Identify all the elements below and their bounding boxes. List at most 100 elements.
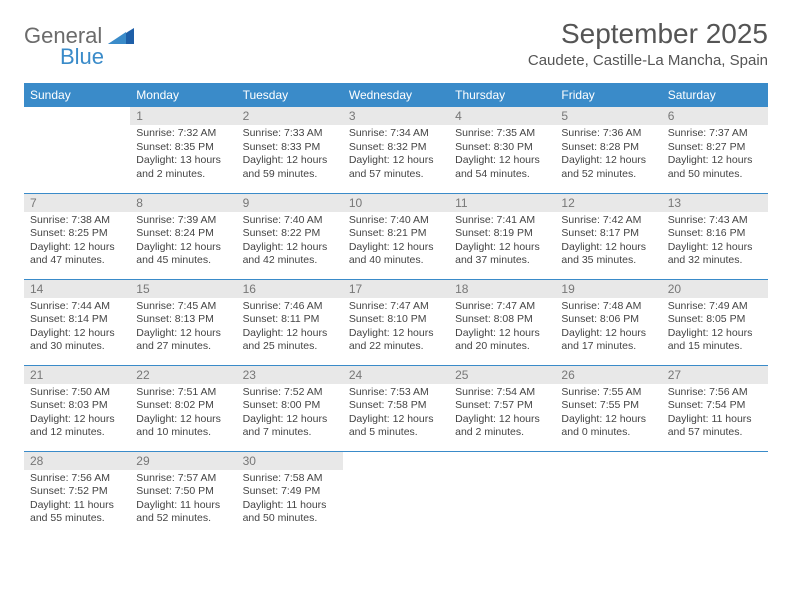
day-body: Sunrise: 7:55 AMSunset: 7:55 PMDaylight:… bbox=[555, 384, 661, 443]
day-number: 7 bbox=[24, 194, 130, 212]
sunrise-text: Sunrise: 7:51 AM bbox=[136, 386, 230, 400]
day-body: Sunrise: 7:36 AMSunset: 8:28 PMDaylight:… bbox=[555, 125, 661, 184]
sunset-text: Sunset: 8:13 PM bbox=[136, 313, 230, 327]
day-number: 22 bbox=[130, 366, 236, 384]
sunrise-text: Sunrise: 7:43 AM bbox=[668, 214, 762, 228]
daylight-text: Daylight: 12 hours and 47 minutes. bbox=[30, 241, 124, 268]
day-number: 21 bbox=[24, 366, 130, 384]
calendar-row: 21Sunrise: 7:50 AMSunset: 8:03 PMDayligh… bbox=[24, 365, 768, 451]
sunset-text: Sunset: 8:17 PM bbox=[561, 227, 655, 241]
sunrise-text: Sunrise: 7:45 AM bbox=[136, 300, 230, 314]
daylight-text: Daylight: 12 hours and 22 minutes. bbox=[349, 327, 443, 354]
daylight-text: Daylight: 12 hours and 32 minutes. bbox=[668, 241, 762, 268]
day-number: 14 bbox=[24, 280, 130, 298]
weekday-header: Saturday bbox=[662, 83, 768, 107]
day-number: 28 bbox=[24, 452, 130, 470]
calendar-cell: 9Sunrise: 7:40 AMSunset: 8:22 PMDaylight… bbox=[237, 193, 343, 279]
day-number: 9 bbox=[237, 194, 343, 212]
daylight-text: Daylight: 12 hours and 7 minutes. bbox=[243, 413, 337, 440]
calendar-row: 28Sunrise: 7:56 AMSunset: 7:52 PMDayligh… bbox=[24, 451, 768, 537]
day-body: Sunrise: 7:37 AMSunset: 8:27 PMDaylight:… bbox=[662, 125, 768, 184]
sunrise-text: Sunrise: 7:38 AM bbox=[30, 214, 124, 228]
day-body: Sunrise: 7:40 AMSunset: 8:21 PMDaylight:… bbox=[343, 212, 449, 271]
day-body: Sunrise: 7:42 AMSunset: 8:17 PMDaylight:… bbox=[555, 212, 661, 271]
day-body: Sunrise: 7:33 AMSunset: 8:33 PMDaylight:… bbox=[237, 125, 343, 184]
calendar-cell: 27Sunrise: 7:56 AMSunset: 7:54 PMDayligh… bbox=[662, 365, 768, 451]
sunset-text: Sunset: 8:03 PM bbox=[30, 399, 124, 413]
daylight-text: Daylight: 12 hours and 0 minutes. bbox=[561, 413, 655, 440]
daylight-text: Daylight: 12 hours and 25 minutes. bbox=[243, 327, 337, 354]
calendar-cell-empty bbox=[555, 451, 661, 537]
daylight-text: Daylight: 12 hours and 37 minutes. bbox=[455, 241, 549, 268]
day-number: 27 bbox=[662, 366, 768, 384]
sunrise-text: Sunrise: 7:46 AM bbox=[243, 300, 337, 314]
sunset-text: Sunset: 8:08 PM bbox=[455, 313, 549, 327]
calendar-cell: 3Sunrise: 7:34 AMSunset: 8:32 PMDaylight… bbox=[343, 107, 449, 193]
day-body: Sunrise: 7:58 AMSunset: 7:49 PMDaylight:… bbox=[237, 470, 343, 529]
sunrise-text: Sunrise: 7:54 AM bbox=[455, 386, 549, 400]
day-number: 12 bbox=[555, 194, 661, 212]
day-body: Sunrise: 7:38 AMSunset: 8:25 PMDaylight:… bbox=[24, 212, 130, 271]
sunset-text: Sunset: 8:14 PM bbox=[30, 313, 124, 327]
sunrise-text: Sunrise: 7:32 AM bbox=[136, 127, 230, 141]
daylight-text: Daylight: 11 hours and 50 minutes. bbox=[243, 499, 337, 526]
day-body: Sunrise: 7:47 AMSunset: 8:08 PMDaylight:… bbox=[449, 298, 555, 357]
sunrise-text: Sunrise: 7:33 AM bbox=[243, 127, 337, 141]
daylight-text: Daylight: 11 hours and 57 minutes. bbox=[668, 413, 762, 440]
sunrise-text: Sunrise: 7:40 AM bbox=[349, 214, 443, 228]
calendar-cell: 16 Sunrise: 7:46 AMSunset: 8:11 PMDayligh… bbox=[237, 279, 343, 365]
calendar-cell: 17Sunrise: 7:47 AMSunset: 8:10 PMDayligh… bbox=[343, 279, 449, 365]
weekday-header: Thursday bbox=[449, 83, 555, 107]
title-block: September 2025 Caudete, Castille-La Manc… bbox=[528, 18, 768, 69]
sunset-text: Sunset: 7:57 PM bbox=[455, 399, 549, 413]
day-number: 16 bbox=[237, 280, 343, 298]
calendar-cell: 10Sunrise: 7:40 AMSunset: 8:21 PMDayligh… bbox=[343, 193, 449, 279]
day-number: 5 bbox=[555, 107, 661, 125]
day-number: 19 bbox=[555, 280, 661, 298]
sunset-text: Sunset: 8:11 PM bbox=[243, 313, 337, 327]
day-body: Sunrise: 7:56 AMSunset: 7:52 PMDaylight:… bbox=[24, 470, 130, 529]
sunset-text: Sunset: 8:16 PM bbox=[668, 227, 762, 241]
sunrise-text: Sunrise: 7:41 AM bbox=[455, 214, 549, 228]
sunset-text: Sunset: 8:32 PM bbox=[349, 141, 443, 155]
sunset-text: Sunset: 8:06 PM bbox=[561, 313, 655, 327]
page-title: September 2025 bbox=[528, 18, 768, 50]
weekday-header: Wednesday bbox=[343, 83, 449, 107]
sunrise-text: Sunrise: 7:49 AM bbox=[668, 300, 762, 314]
day-number: 23 bbox=[237, 366, 343, 384]
sunrise-text: Sunrise: 7:37 AM bbox=[668, 127, 762, 141]
calendar-cell-empty bbox=[662, 451, 768, 537]
calendar-row: 14Sunrise: 7:44 AMSunset: 8:14 PMDayligh… bbox=[24, 279, 768, 365]
daylight-text: Daylight: 13 hours and 2 minutes. bbox=[136, 154, 230, 181]
sunrise-text: Sunrise: 7:58 AM bbox=[243, 472, 337, 486]
calendar-cell: 25Sunrise: 7:54 AMSunset: 7:57 PMDayligh… bbox=[449, 365, 555, 451]
sunset-text: Sunset: 7:49 PM bbox=[243, 485, 337, 499]
sunset-text: Sunset: 7:54 PM bbox=[668, 399, 762, 413]
day-number: 2 bbox=[237, 107, 343, 125]
calendar-cell: 12Sunrise: 7:42 AMSunset: 8:17 PMDayligh… bbox=[555, 193, 661, 279]
sunset-text: Sunset: 8:25 PM bbox=[30, 227, 124, 241]
sunrise-text: Sunrise: 7:36 AM bbox=[561, 127, 655, 141]
sunrise-text: Sunrise: 7:48 AM bbox=[561, 300, 655, 314]
calendar-cell: 11Sunrise: 7:41 AMSunset: 8:19 PMDayligh… bbox=[449, 193, 555, 279]
daylight-text: Daylight: 12 hours and 52 minutes. bbox=[561, 154, 655, 181]
daylight-text: Daylight: 12 hours and 50 minutes. bbox=[668, 154, 762, 181]
header: General Blue September 2025 Caudete, Cas… bbox=[24, 18, 768, 69]
sunset-text: Sunset: 7:50 PM bbox=[136, 485, 230, 499]
day-number: 29 bbox=[130, 452, 236, 470]
day-body: Sunrise: 7:54 AMSunset: 7:57 PMDaylight:… bbox=[449, 384, 555, 443]
day-body: Sunrise: 7:44 AMSunset: 8:14 PMDaylight:… bbox=[24, 298, 130, 357]
day-body: Sunrise: 7:47 AMSunset: 8:10 PMDaylight:… bbox=[343, 298, 449, 357]
day-body: Sunrise: 7:34 AMSunset: 8:32 PMDaylight:… bbox=[343, 125, 449, 184]
calendar-cell: 21Sunrise: 7:50 AMSunset: 8:03 PMDayligh… bbox=[24, 365, 130, 451]
weekday-header: Tuesday bbox=[237, 83, 343, 107]
daylight-text: Daylight: 12 hours and 45 minutes. bbox=[136, 241, 230, 268]
sunrise-text: Sunrise: 7:47 AM bbox=[455, 300, 549, 314]
calendar-row: 1Sunrise: 7:32 AMSunset: 8:35 PMDaylight… bbox=[24, 107, 768, 193]
calendar-cell: 6Sunrise: 7:37 AMSunset: 8:27 PMDaylight… bbox=[662, 107, 768, 193]
daylight-text: Daylight: 12 hours and 59 minutes. bbox=[243, 154, 337, 181]
weekday-header: Sunday bbox=[24, 83, 130, 107]
daylight-text: Daylight: 11 hours and 55 minutes. bbox=[30, 499, 124, 526]
day-number: 3 bbox=[343, 107, 449, 125]
sunrise-text: Sunrise: 7:42 AM bbox=[561, 214, 655, 228]
